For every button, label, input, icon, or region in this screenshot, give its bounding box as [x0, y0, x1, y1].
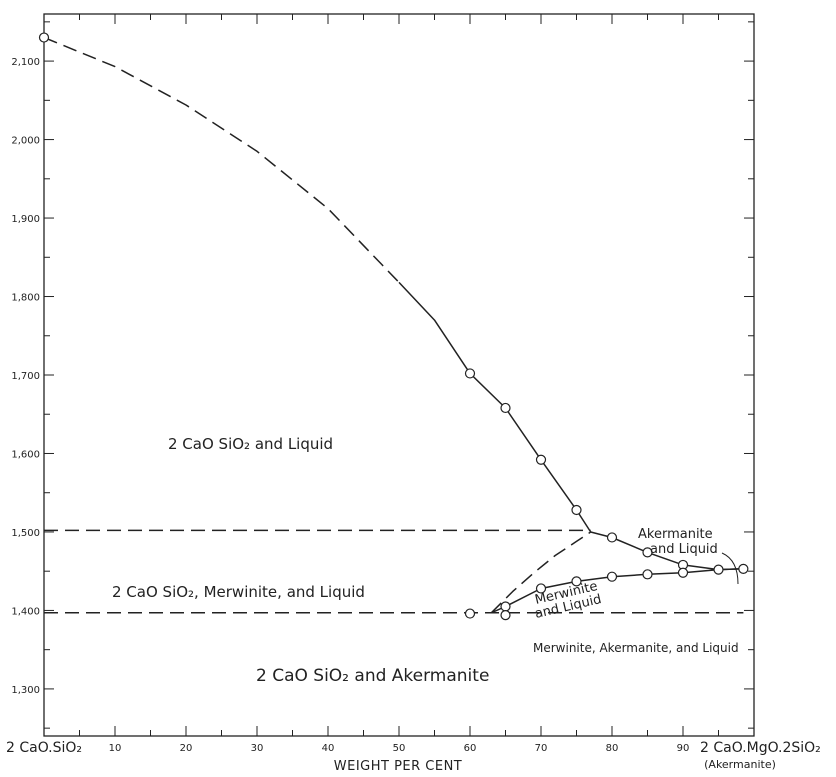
- data-point: [464, 608, 476, 619]
- data-point: [677, 567, 689, 578]
- data-point: [713, 564, 724, 575]
- y-tick-label: 1,500: [11, 528, 40, 539]
- end-label-right: 2 CaO.MgO.2SiO₂: [700, 740, 821, 756]
- y-tick-label: 1,600: [11, 449, 40, 460]
- data-point: [464, 368, 476, 379]
- y-tick-label: 1,900: [11, 214, 40, 225]
- x-tick-label: 50: [393, 743, 406, 754]
- data-point: [606, 571, 618, 582]
- y-tick-label: 1,800: [11, 293, 40, 304]
- x-tick-label: 30: [251, 743, 264, 754]
- x-tick-label: 70: [535, 743, 548, 754]
- data-point: [38, 32, 50, 43]
- data-point: [642, 569, 653, 580]
- data-point: [606, 532, 618, 543]
- label-c2s-merwinite-liquid: 2 CaO SiO₂, Merwinite, and Liquid: [112, 583, 365, 601]
- x-tick-label: 90: [677, 743, 690, 754]
- label-akermanite: Akermanite: [638, 527, 713, 542]
- x-tick-label: 40: [322, 743, 335, 754]
- x-tick-label: 20: [180, 743, 193, 754]
- label-c2s-liquid: 2 CaO SiO₂ and Liquid: [168, 435, 333, 453]
- data-points: [38, 32, 749, 621]
- curve-0: [43, 36, 400, 283]
- data-point: [571, 504, 582, 516]
- curve-4: [490, 531, 592, 614]
- x-axis-title: WEIGHT PER CENT: [334, 759, 463, 774]
- y-tick-label: 2,000: [11, 136, 40, 147]
- x-tick-label: 60: [464, 743, 477, 754]
- axis-ticks: 10 20 30 40 50 60 70 80 90 1,300 1,400 1,500 1,600 1,…: [11, 14, 754, 754]
- data-point: [500, 601, 511, 612]
- data-point: [535, 454, 547, 465]
- end-label-left: 2 CaO.SiO₂: [6, 740, 82, 756]
- end-label-right-sub: (Akermanite): [704, 758, 776, 771]
- curve-1: [398, 281, 592, 533]
- label-merwinite-akermanite-liquid: Merwinite, Akermanite, and Liquid: [533, 641, 739, 655]
- label-akermanite-and-liquid: and Liquid: [650, 542, 718, 557]
- plot-frame: [43, 13, 755, 737]
- y-tick-label: 1,700: [11, 371, 40, 382]
- data-point: [500, 402, 511, 414]
- x-tick-label: 10: [109, 743, 122, 754]
- y-tick-label: 2,100: [11, 57, 40, 68]
- data-point: [642, 547, 653, 558]
- y-tick-label: 1,400: [11, 606, 40, 617]
- data-point: [738, 563, 749, 574]
- akermanite-leader-line: [721, 552, 739, 585]
- data-point: [500, 610, 511, 621]
- data-point: [571, 576, 582, 587]
- x-tick-label: 80: [606, 743, 619, 754]
- data-point: [535, 583, 547, 594]
- label-c2s-akermanite: 2 CaO SiO₂ and Akermanite: [256, 666, 489, 686]
- curve-3: [490, 568, 744, 614]
- y-tick-label: 1,300: [11, 685, 40, 696]
